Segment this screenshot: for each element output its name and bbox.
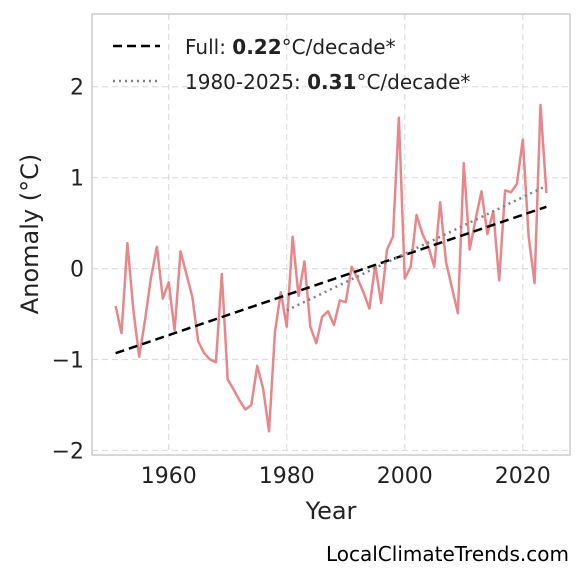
- x-axis-label: Year: [305, 497, 357, 525]
- grid-layer: [92, 14, 570, 455]
- x-tick-label-1980: 1980: [259, 464, 315, 489]
- legend-full-trend-label: Full:: [185, 35, 232, 59]
- y-tick-label-3: 1: [70, 167, 84, 192]
- full_trend-line: [115, 205, 547, 355]
- y-tick-label-0: −2: [52, 439, 84, 464]
- x-tick-label-2020: 2020: [495, 464, 551, 489]
- legend-full-trend-text: Full: 0.22°C/decade*: [185, 35, 396, 59]
- anomaly-line: [114, 103, 548, 433]
- legend-recent-trend-rate: 0.31: [307, 70, 356, 94]
- x-tick-label-1960: 1960: [141, 464, 197, 489]
- legend: Full: 0.22°C/decade* 1980-2025: 0.31°C/d…: [113, 35, 470, 94]
- y-axis-label: Anomaly (°C): [16, 154, 44, 314]
- y-tick-label-2: 0: [70, 258, 84, 283]
- tick-layer: 1960 1980 2000 2020 −2 −1 0 1 2: [52, 76, 551, 489]
- plot-frame: [91, 13, 571, 456]
- legend-full-trend-unit: °C/decade*: [282, 35, 396, 59]
- x-tick-label-2000: 2000: [377, 464, 433, 489]
- legend-full-trend-rate: 0.22: [232, 35, 281, 59]
- series-layer: [114, 103, 548, 433]
- y-tick-label-4: 2: [70, 76, 84, 101]
- y-tick-label-1: −1: [52, 349, 84, 374]
- legend-recent-trend-unit: °C/decade*: [356, 70, 470, 94]
- legend-recent-trend-label: 1980-2025:: [185, 70, 307, 94]
- watermark: LocalClimateTrends.com: [326, 542, 569, 566]
- legend-recent-trend-text: 1980-2025: 0.31°C/decade*: [185, 70, 470, 94]
